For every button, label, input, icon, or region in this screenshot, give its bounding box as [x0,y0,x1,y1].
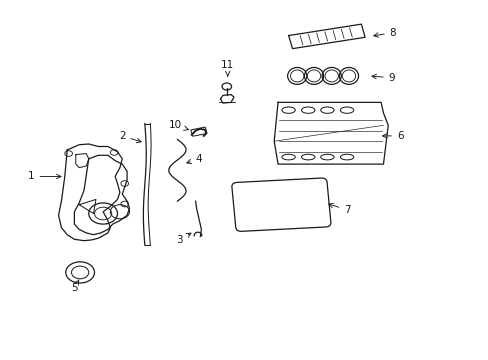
Text: 5: 5 [71,280,79,293]
Text: 11: 11 [221,60,234,76]
Text: 6: 6 [382,131,403,141]
Text: 7: 7 [328,203,350,215]
Text: 10: 10 [168,120,188,130]
Text: 9: 9 [371,73,395,83]
Text: 2: 2 [119,131,141,143]
Text: 3: 3 [176,233,190,245]
Text: 4: 4 [186,154,202,164]
Text: 1: 1 [28,171,61,181]
Text: 8: 8 [373,27,396,37]
